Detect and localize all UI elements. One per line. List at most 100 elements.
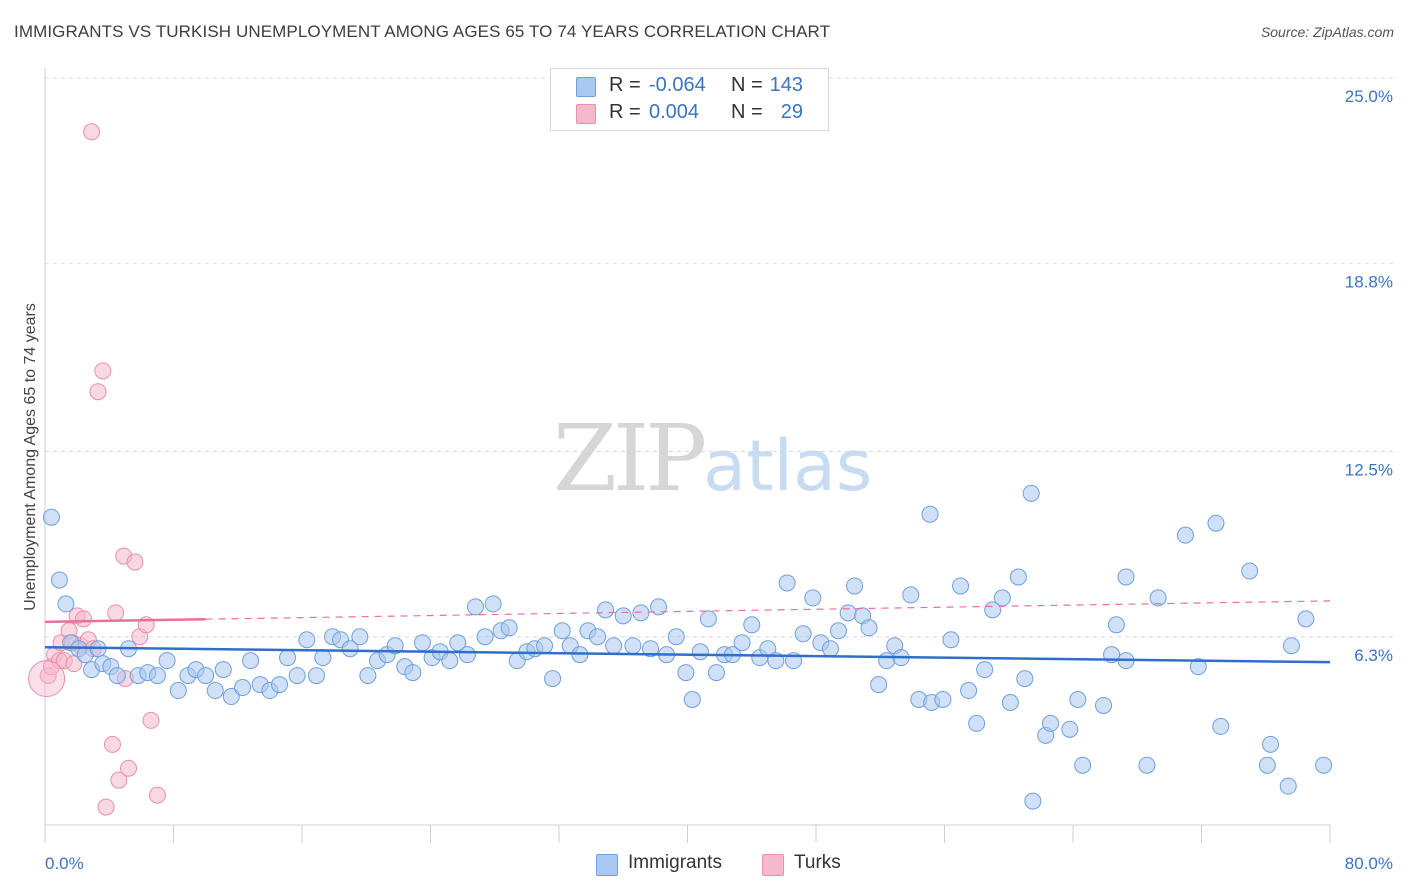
immigrants-point	[677, 664, 695, 682]
immigrants-point	[589, 628, 607, 646]
immigrants-point	[1022, 484, 1040, 502]
immigrants-point	[359, 667, 377, 685]
immigrants-point	[1149, 589, 1167, 607]
immigrants-point	[158, 652, 176, 670]
immigrants-point	[206, 682, 224, 700]
turks-point	[148, 786, 166, 804]
turks-point	[75, 610, 93, 628]
turks-point	[83, 123, 101, 141]
turks-point	[107, 604, 125, 622]
x-tick-label: 0.0%	[45, 854, 84, 873]
immigrants-point	[307, 667, 325, 685]
immigrants-point	[169, 682, 187, 700]
immigrants-point	[821, 640, 839, 658]
immigrants-point	[860, 619, 878, 637]
turks-point	[103, 735, 121, 753]
immigrants-point	[878, 652, 896, 670]
immigrants-point	[108, 667, 126, 685]
immigrants-point	[214, 661, 232, 679]
legend-r-value: 0.004	[649, 101, 700, 123]
chart-title: IMMIGRANTS VS TURKISH UNEMPLOYMENT AMONG…	[14, 22, 831, 41]
immigrants-point	[1207, 514, 1225, 532]
immigrants-point	[993, 589, 1011, 607]
immigrants-point	[42, 508, 60, 526]
immigrants-point	[691, 643, 709, 661]
immigrants-point	[1315, 756, 1333, 774]
immigrants-point	[1009, 568, 1027, 586]
turks-point	[94, 362, 112, 380]
turks-legend-swatch	[762, 854, 784, 876]
watermark-atlas: atlas	[703, 425, 873, 507]
immigrants-point	[1016, 670, 1034, 688]
immigrants-point	[1138, 756, 1156, 774]
watermark: ZIPatlas	[553, 405, 872, 512]
immigrants-point	[650, 598, 668, 616]
turks-point	[110, 771, 128, 789]
immigrants-point	[50, 571, 68, 589]
legend-n-label: N =	[731, 101, 763, 123]
legend-n-value: 29	[780, 101, 803, 123]
immigrants-point	[960, 682, 978, 700]
immigrants-point	[624, 637, 642, 655]
immigrants-point	[829, 622, 847, 640]
immigrants-point	[279, 649, 297, 667]
immigrants-point	[733, 634, 751, 652]
immigrants-point	[1095, 696, 1113, 714]
immigrants-point	[234, 679, 252, 697]
immigrants-point	[934, 691, 952, 709]
immigrants-point	[536, 637, 554, 655]
immigrants-swatch	[576, 77, 596, 97]
immigrants-point	[707, 664, 725, 682]
immigrants-point	[968, 714, 986, 732]
immigrants-point	[614, 607, 632, 625]
immigrants-point	[476, 628, 494, 646]
immigrants-point	[846, 577, 864, 595]
x-tick-label: 80.0%	[1345, 854, 1393, 873]
immigrants-point	[870, 676, 888, 694]
turks-point	[28, 660, 66, 698]
immigrants-point	[699, 610, 717, 628]
immigrants-point	[271, 676, 289, 694]
immigrants-point	[597, 601, 615, 619]
immigrants-point	[1001, 693, 1019, 711]
immigrants-point	[1042, 714, 1060, 732]
immigrants-point	[386, 637, 404, 655]
turks-point	[120, 759, 138, 777]
legend-n-label: N =	[731, 74, 763, 96]
immigrants-point	[553, 622, 571, 640]
y-tick-label: 18.8%	[1345, 272, 1393, 291]
immigrants-point	[1258, 756, 1276, 774]
immigrants-point	[544, 670, 562, 688]
immigrants-point	[1297, 610, 1315, 628]
immigrants-point	[804, 589, 822, 607]
turks-point	[97, 798, 115, 816]
immigrants-point	[1282, 637, 1300, 655]
immigrants-point	[952, 577, 970, 595]
immigrants-point	[1279, 777, 1297, 795]
watermark-zip: ZIP	[553, 405, 707, 512]
turks-trend-line	[44, 617, 206, 624]
immigrants-point	[57, 595, 75, 613]
immigrants-point	[148, 667, 166, 685]
immigrants-point	[222, 688, 240, 706]
immigrants-point	[1107, 616, 1125, 634]
turks-point	[142, 711, 160, 729]
immigrants-point	[288, 667, 306, 685]
immigrants-point	[942, 631, 960, 649]
immigrants-point	[458, 646, 476, 664]
immigrants-point	[197, 667, 215, 685]
immigrants-point	[605, 637, 623, 655]
immigrants-point	[1212, 717, 1230, 735]
immigrants-point	[743, 616, 761, 634]
immigrants-point	[1189, 658, 1207, 676]
immigrants-point	[314, 649, 332, 667]
immigrants-point	[351, 628, 369, 646]
immigrants-trend-line	[44, 645, 1331, 664]
turks-point	[126, 553, 144, 571]
legend-r-label: R =	[609, 101, 641, 123]
legend-r-label: R =	[609, 74, 641, 96]
immigrants-point	[466, 598, 484, 616]
immigrants-point	[1117, 568, 1135, 586]
immigrants-point	[1061, 720, 1079, 738]
